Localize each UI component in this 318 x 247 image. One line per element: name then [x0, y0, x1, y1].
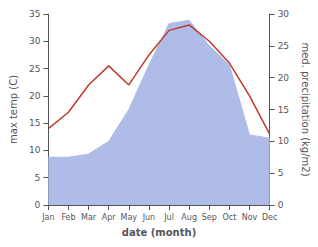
svg-text:10: 10 [29, 145, 41, 155]
svg-text:30: 30 [29, 36, 41, 46]
svg-text:Feb: Feb [61, 213, 75, 222]
svg-text:20: 20 [29, 91, 41, 101]
svg-text:10: 10 [278, 136, 290, 146]
svg-text:med. precipitation (kg/m2): med. precipitation (kg/m2) [300, 42, 311, 176]
svg-text:25: 25 [29, 64, 40, 74]
svg-text:Sep: Sep [202, 213, 217, 222]
svg-text:Jun: Jun [142, 213, 156, 222]
svg-text:Jan: Jan [41, 213, 54, 222]
svg-text:Mar: Mar [81, 213, 97, 222]
svg-text:5: 5 [35, 173, 41, 183]
svg-text:5: 5 [278, 168, 284, 178]
svg-text:Dec: Dec [262, 213, 277, 222]
svg-text:25: 25 [278, 41, 289, 51]
svg-text:30: 30 [278, 9, 290, 19]
svg-text:Apr: Apr [102, 213, 117, 222]
svg-text:15: 15 [29, 118, 40, 128]
svg-text:35: 35 [29, 9, 40, 19]
svg-text:0: 0 [278, 200, 284, 210]
svg-text:20: 20 [278, 73, 290, 83]
svg-text:Oct: Oct [222, 213, 236, 222]
svg-text:0: 0 [35, 200, 41, 210]
svg-text:Nov: Nov [242, 213, 258, 222]
svg-text:15: 15 [278, 105, 289, 115]
svg-text:date (month): date (month) [122, 227, 196, 238]
svg-text:max temp (C): max temp (C) [8, 75, 19, 144]
svg-text:Aug: Aug [181, 213, 197, 222]
svg-text:May: May [121, 213, 138, 222]
svg-text:Jul: Jul [163, 213, 174, 222]
